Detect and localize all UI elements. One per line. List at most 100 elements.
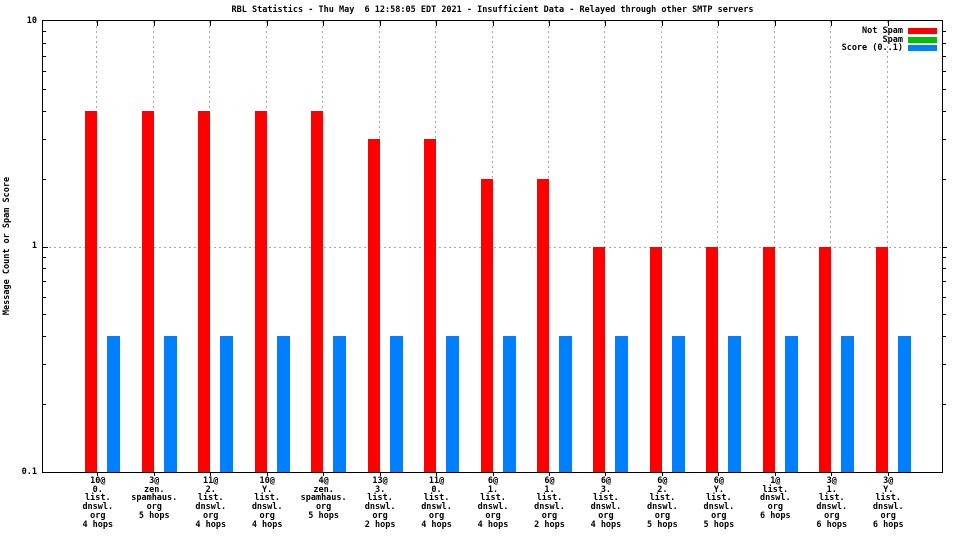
bar-score xyxy=(671,336,685,472)
x-label-line: org xyxy=(541,510,558,521)
x-label-line: org xyxy=(259,510,275,521)
y-tick-minor xyxy=(942,281,946,283)
bar-score xyxy=(502,336,516,472)
x-label-line: org xyxy=(880,510,896,521)
x-tick-top xyxy=(97,21,99,26)
y-tick-minor xyxy=(43,364,46,366)
y-tick-minor xyxy=(942,364,946,366)
x-axis-category-label: 10@ Y. list. dnswl. org 4 hops xyxy=(239,477,296,529)
y-tick-minor xyxy=(43,296,46,298)
y-tick-label: 10 xyxy=(26,15,37,26)
bar-not-spam xyxy=(311,110,324,472)
y-tick-major xyxy=(942,246,947,248)
legend-label: Spam xyxy=(882,34,903,45)
y-gridline xyxy=(49,246,942,248)
x-tick-bottom xyxy=(323,472,325,476)
x-label-line: zen. xyxy=(313,484,334,495)
x-label-line: 6@ xyxy=(713,476,724,486)
x-axis-category-label: 4@ zen. spamhaus. org 5 hops xyxy=(295,477,352,521)
x-tick-top xyxy=(492,21,494,26)
x-tick-top xyxy=(266,21,268,26)
y-tick-minor xyxy=(43,42,46,44)
legend-swatch xyxy=(908,36,937,43)
x-label-line: 5 hops xyxy=(308,510,339,521)
x-tick-top xyxy=(436,21,438,26)
x-label-line: 4 hops xyxy=(195,519,227,530)
bar-not-spam xyxy=(819,246,832,472)
x-label-line: org xyxy=(824,510,840,521)
x-label-line: org xyxy=(598,510,614,521)
x-tick-top xyxy=(661,21,663,26)
plot-area: Not Spam Spam Score (0..1) 10@ 0. list. dnswl… xyxy=(42,20,947,529)
x-label-line: dnswl. xyxy=(421,502,452,513)
x-label-line: list. xyxy=(818,493,845,504)
x-label-line: dnswl. xyxy=(872,502,904,513)
bar-score xyxy=(784,336,798,472)
x-label-line: 0. xyxy=(92,484,103,495)
x-tick-top xyxy=(548,21,550,26)
x-label-line: 10@ xyxy=(90,476,106,486)
bar-not-spam xyxy=(706,246,719,472)
y-tick-minor xyxy=(43,31,46,33)
y-tick-minor xyxy=(43,55,46,57)
x-label-line: 4 hops xyxy=(251,519,283,530)
x-axis-category-label: 3@ 1. list. dnswl. org 6 hops xyxy=(803,477,860,529)
y-tick-minor xyxy=(942,71,946,73)
bar-not-spam xyxy=(141,110,154,472)
x-axis-category-label: 6@ 2. list. dnswl. org 5 hops xyxy=(634,477,691,529)
y-tick-minor xyxy=(43,138,46,140)
x-label-line: list. xyxy=(423,493,450,504)
y-tick-minor xyxy=(942,268,946,270)
y-tick-minor xyxy=(942,336,946,338)
x-tick-top xyxy=(323,21,325,26)
x-label-line: 2 hops xyxy=(364,519,396,530)
x-label-line: org xyxy=(146,502,162,513)
x-label-line: list. xyxy=(875,493,902,504)
y-tick-minor xyxy=(43,314,46,316)
x-label-line: 6@ xyxy=(600,476,612,486)
x-label-line: org xyxy=(372,510,388,521)
x-axis-category-label: 6@ 3. list. dnswl. org 4 hops xyxy=(577,477,634,529)
x-tick-bottom xyxy=(887,472,889,476)
x-label-line: dnswl. xyxy=(251,502,283,513)
x-tick-bottom xyxy=(774,472,776,476)
bar-score xyxy=(728,336,742,472)
x-axis-category-label: 1@ list. dnswl. org 6 hops xyxy=(747,477,804,521)
bar-not-spam xyxy=(85,110,98,472)
x-label-line: 3@ xyxy=(826,476,837,486)
y-tick-minor xyxy=(942,314,946,316)
x-label-line: 5 hops xyxy=(647,519,678,530)
x-tick-bottom xyxy=(605,472,607,476)
x-axis-category-label: 6@ Y. list. dnswl. org 5 hops xyxy=(690,477,747,529)
legend-label: Score (0..1) xyxy=(841,43,903,54)
x-axis-category-label: 3@ Y. list. dnswl. org 6 hops xyxy=(860,477,917,529)
x-label-line: dnswl. xyxy=(477,502,509,513)
x-tick-top xyxy=(831,21,833,26)
bar-score xyxy=(389,336,403,472)
y-tick-minor xyxy=(942,178,946,180)
chart-title: RBL Statistics - Thu May 6 12:58:05 EDT … xyxy=(231,5,754,15)
x-label-line: spamhaus. xyxy=(131,493,178,504)
x-axis-category-label: 3@ zen. spamhaus. org 5 hops xyxy=(126,477,183,521)
y-tick-minor xyxy=(43,281,46,283)
x-label-line: 1@ xyxy=(770,476,781,486)
x-tick-top xyxy=(210,21,212,26)
x-tick-bottom xyxy=(661,472,663,476)
x-label-line: 4 hops xyxy=(590,519,622,530)
x-label-line: 2. xyxy=(657,484,668,495)
x-label-line: 0. xyxy=(431,484,442,495)
x-axis-category-label: 6@ 1. list. dnswl. org 2 hops xyxy=(521,477,578,529)
y-tick-label: 1 xyxy=(31,241,37,251)
x-label-line: list. xyxy=(85,493,111,504)
x-label-line: 13@ xyxy=(372,476,388,486)
x-label-line: 6 hops xyxy=(816,519,848,530)
y-tick-minor xyxy=(43,71,46,73)
x-label-line: 11@ xyxy=(203,476,219,486)
x-label-line: list. xyxy=(706,493,732,504)
y-tick-minor xyxy=(43,404,46,406)
y-tick-minor xyxy=(43,178,46,180)
x-label-line: 1. xyxy=(544,484,555,495)
x-tick-top xyxy=(153,21,155,26)
y-tick-minor xyxy=(942,138,946,140)
